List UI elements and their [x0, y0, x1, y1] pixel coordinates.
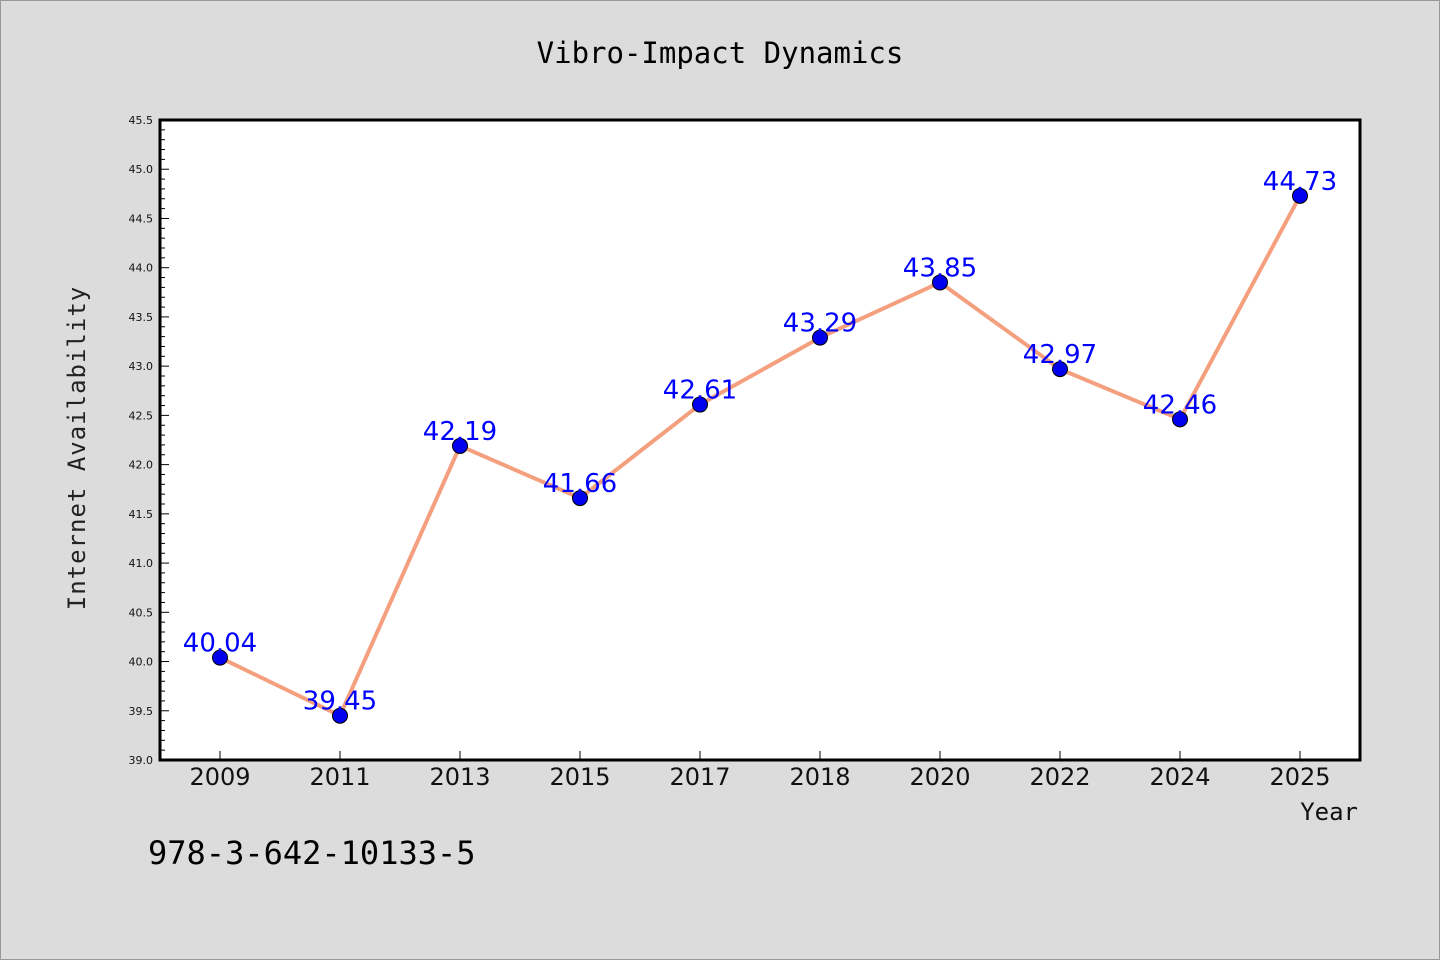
data-point-marker: [692, 396, 708, 413]
y-tick-label: 40.0: [129, 656, 154, 669]
data-point-marker: [212, 649, 228, 666]
series-line: [212, 187, 1308, 724]
y-tick-label: 44.0: [129, 262, 154, 275]
x-tick-label: 2013: [429, 763, 490, 791]
y-axis: 39.0 39.5 40.0 40.5 41.0 41.5 42.0 42.5 43.0 43.5…: [129, 114, 169, 767]
data-point-marker: [932, 274, 948, 291]
series-polyline: [219, 194, 1302, 718]
data-label: 42.19: [423, 417, 497, 447]
data-point-marker: [452, 437, 468, 454]
y-tick-label: 42.0: [129, 459, 154, 472]
y-tick-label: 44.5: [129, 212, 154, 225]
data-point-marker: [1172, 411, 1188, 428]
data-label: 42.97: [1023, 340, 1097, 370]
data-labels: 40.04 39.45 42.19 41.66 42.61 43.29 43.85 42.97…: [183, 167, 1337, 717]
x-axis: 2009 2011 2013 2015 2017 2018 2020 2022 2024 2025: [189, 751, 1331, 791]
x-tick-label: 2018: [789, 763, 850, 791]
data-point-marker: [332, 707, 348, 724]
data-point-marker: [812, 329, 828, 346]
x-tick-label: 2011: [309, 763, 370, 791]
x-tick-label: 2020: [909, 763, 970, 791]
x-axis-label: Year: [1300, 798, 1358, 826]
x-tick-label: 2024: [1149, 763, 1210, 791]
y-tick-label: 45.0: [129, 163, 154, 176]
data-label: 42.61: [663, 376, 737, 406]
data-label: 39.45: [303, 687, 377, 717]
y-axis-label: Internet Availability: [63, 286, 91, 610]
x-tick-label: 2015: [549, 763, 610, 791]
y-tick-label: 39.5: [129, 705, 154, 718]
y-tick-label: 43.5: [129, 311, 154, 324]
data-label: 41.66: [543, 469, 617, 499]
y-tick-label: 43.0: [129, 360, 154, 373]
data-point-marker: [1292, 187, 1308, 204]
chart-title: Vibro-Impact Dynamics: [537, 36, 904, 70]
data-point-marker: [1052, 361, 1068, 378]
x-tick-label: 2022: [1029, 763, 1090, 791]
y-tick-label: 39.0: [129, 754, 154, 767]
data-label: 44.73: [1263, 167, 1337, 197]
x-tick-label: 2017: [669, 763, 730, 791]
data-label: 43.29: [783, 309, 857, 339]
isbn-annotation: 978-3-642-10133-5: [148, 834, 476, 872]
x-tick-label: 2025: [1269, 763, 1330, 791]
y-tick-label: 45.5: [129, 114, 154, 127]
plot-area: [160, 120, 1360, 760]
y-tick-label: 42.5: [129, 409, 154, 422]
data-point-marker: [572, 490, 588, 507]
y-tick-label: 41.0: [129, 557, 154, 570]
y-tick-label: 41.5: [129, 508, 154, 521]
data-label: 40.04: [183, 629, 257, 659]
x-tick-label: 2009: [189, 763, 250, 791]
y-tick-label: 40.5: [129, 606, 154, 619]
plot-frame: [158, 118, 1362, 762]
data-label: 43.85: [903, 253, 977, 283]
data-label: 42.46: [1143, 390, 1217, 420]
